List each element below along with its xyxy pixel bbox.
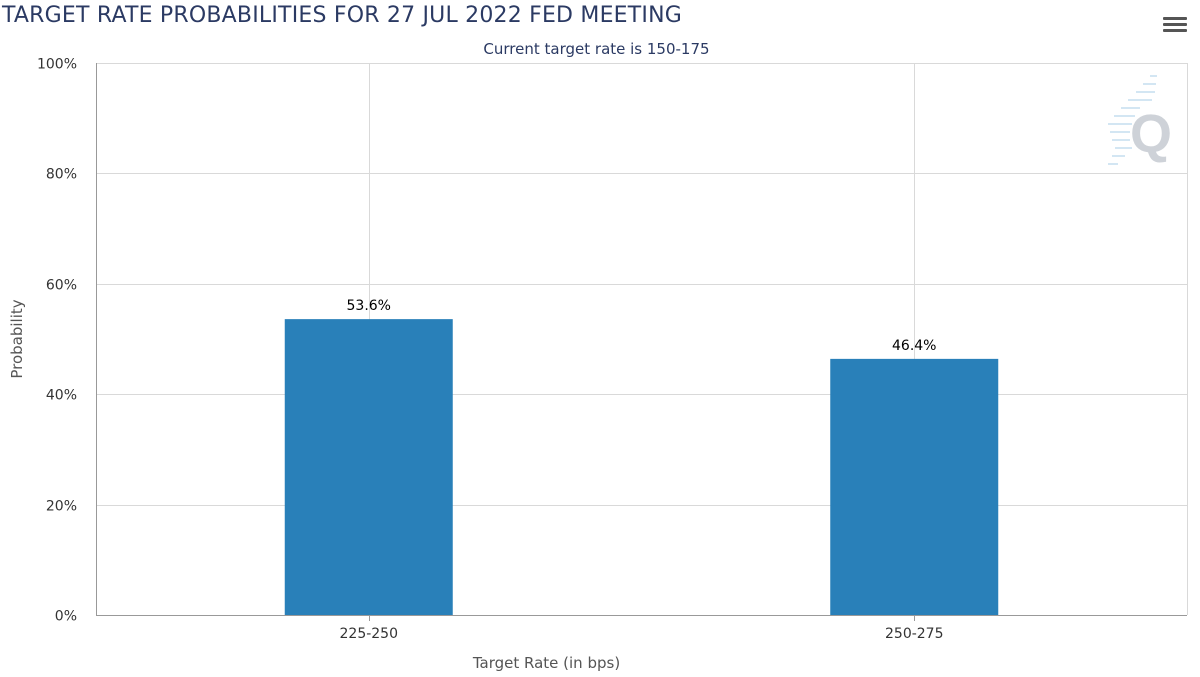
chart-subtitle: Current target rate is 150-175 — [483, 40, 710, 58]
data-label: 53.6% — [347, 298, 391, 314]
x-axis-title: Target Rate (in bps) — [472, 654, 620, 672]
axes — [96, 63, 1187, 621]
chart-title: TARGET RATE PROBABILITIES FOR 27 JUL 202… — [2, 3, 682, 28]
y-tick-label: 40% — [46, 388, 77, 404]
y-tick-label: 100% — [37, 57, 77, 73]
q-logo-icon: Q — [1108, 75, 1172, 165]
data-label: 46.4% — [892, 338, 936, 354]
y-tick-label: 20% — [46, 499, 77, 515]
bar-250-275[interactable] — [830, 358, 999, 615]
bar-225-250[interactable] — [284, 319, 453, 615]
y-tick-label: 60% — [46, 278, 77, 294]
y-tick-label: 80% — [46, 167, 77, 183]
x-tick-label: 225-250 — [340, 626, 399, 642]
bars — [284, 319, 999, 615]
svg-text:Q: Q — [1130, 104, 1172, 164]
hamburger-menu-icon[interactable] — [1163, 14, 1187, 36]
y-axis-title: Probability — [8, 299, 26, 378]
y-tick-label: 0% — [55, 609, 77, 625]
labels: 0% 20% 40% 60% 80% 100% 53.6% 225-250 46.4% 250-2… — [8, 57, 944, 673]
x-tick-label: 250-275 — [885, 626, 944, 642]
gridlines — [96, 63, 1188, 616]
